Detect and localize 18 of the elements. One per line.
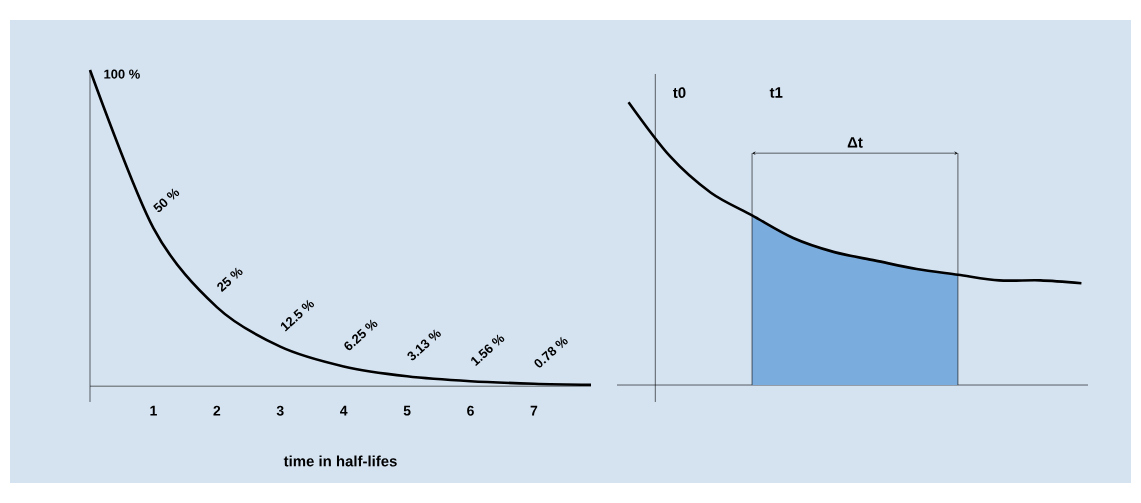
x-tick-label: 2 xyxy=(213,405,221,416)
x-tick-label: 1 xyxy=(150,405,157,416)
data-label: 0.78 % xyxy=(534,336,568,368)
text: t0 xyxy=(673,87,686,98)
x-tick-label: 7 xyxy=(530,405,538,416)
x-tick-label: 5 xyxy=(403,405,411,416)
data-label: 100 % xyxy=(104,69,140,79)
x-axis-title: time in half-lifes xyxy=(283,455,397,467)
data-label: 50 % xyxy=(153,188,180,213)
data-label: 1.56 % xyxy=(471,334,505,366)
x-tick-label: 3 xyxy=(276,405,284,416)
annotation: Δt xyxy=(847,137,863,148)
x-tick-label: 6 xyxy=(467,405,474,416)
data-label: 6.25 % xyxy=(344,319,378,351)
data-label: 3.13 % xyxy=(407,329,441,361)
data-label: 25 % xyxy=(217,267,243,293)
text: t1 xyxy=(769,87,783,98)
x-tick-label: 4 xyxy=(340,405,348,416)
